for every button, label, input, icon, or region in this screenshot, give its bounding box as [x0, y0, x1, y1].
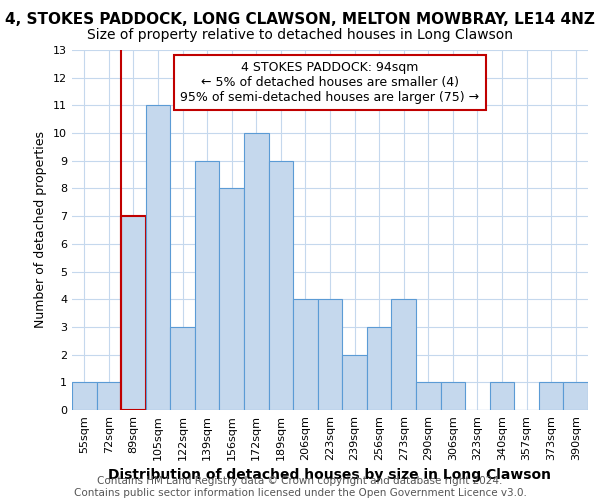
- Text: 4, STOKES PADDOCK, LONG CLAWSON, MELTON MOWBRAY, LE14 4NZ: 4, STOKES PADDOCK, LONG CLAWSON, MELTON …: [5, 12, 595, 28]
- Bar: [440, 382, 465, 410]
- Bar: [563, 382, 588, 410]
- Bar: [195, 161, 220, 410]
- Bar: [121, 216, 146, 410]
- Bar: [367, 327, 391, 410]
- Text: 4 STOKES PADDOCK: 94sqm
← 5% of detached houses are smaller (4)
95% of semi-deta: 4 STOKES PADDOCK: 94sqm ← 5% of detached…: [181, 61, 479, 104]
- Bar: [293, 299, 318, 410]
- Bar: [416, 382, 440, 410]
- Text: Contains HM Land Registry data © Crown copyright and database right 2024.
Contai: Contains HM Land Registry data © Crown c…: [74, 476, 526, 498]
- Bar: [97, 382, 121, 410]
- Bar: [146, 106, 170, 410]
- Bar: [72, 382, 97, 410]
- X-axis label: Distribution of detached houses by size in Long Clawson: Distribution of detached houses by size …: [109, 468, 551, 482]
- Y-axis label: Number of detached properties: Number of detached properties: [34, 132, 47, 328]
- Bar: [342, 354, 367, 410]
- Bar: [170, 327, 195, 410]
- Bar: [244, 133, 269, 410]
- Bar: [318, 299, 342, 410]
- Bar: [490, 382, 514, 410]
- Bar: [269, 161, 293, 410]
- Bar: [391, 299, 416, 410]
- Bar: [220, 188, 244, 410]
- Text: Size of property relative to detached houses in Long Clawson: Size of property relative to detached ho…: [87, 28, 513, 42]
- Bar: [539, 382, 563, 410]
